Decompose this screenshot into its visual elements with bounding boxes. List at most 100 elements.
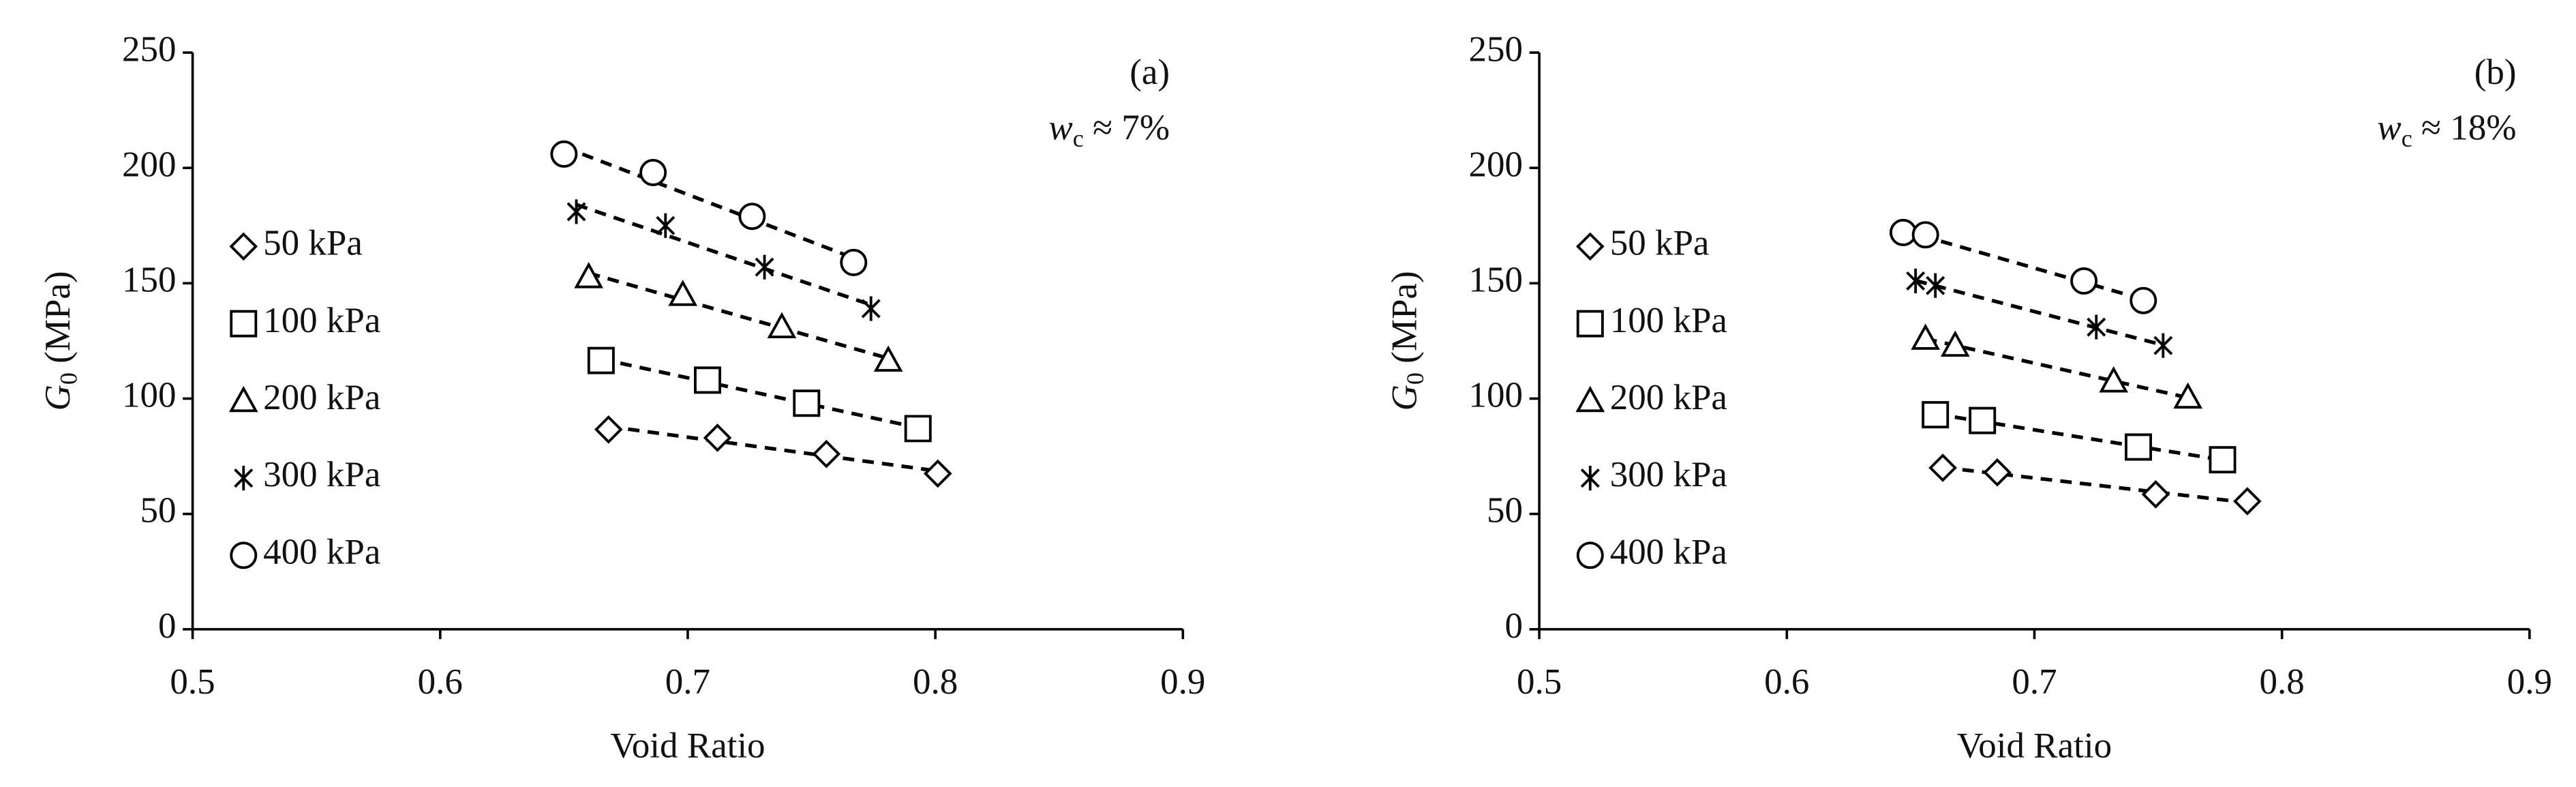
trendline — [588, 271, 889, 360]
data-point — [793, 389, 821, 417]
x-axis-label: Void Ratio — [610, 726, 765, 766]
label-text: ≈ 7% — [1084, 108, 1170, 148]
data-point — [2233, 487, 2262, 516]
data-point — [2130, 286, 2157, 314]
data-point — [2099, 366, 2129, 393]
y-tick-label: 200 — [1469, 145, 1524, 184]
data-point — [574, 262, 604, 288]
legend-marker — [230, 541, 258, 569]
data-point — [1940, 330, 1970, 357]
data-point — [1889, 218, 1917, 246]
legend-label: 50 kPa — [1610, 224, 1710, 263]
symbol: w — [1048, 108, 1072, 148]
legend-marker — [234, 466, 254, 491]
y-tick-label: 50 — [140, 491, 176, 531]
x-tick-label: 0.6 — [1764, 662, 1809, 702]
data-point — [1983, 458, 2012, 487]
y-tick-label: 100 — [122, 376, 176, 415]
trendline — [575, 203, 872, 307]
y-tick-label: 50 — [1487, 491, 1523, 531]
legend-label: 100 kPa — [1610, 301, 1727, 340]
legend-marker — [1580, 466, 1600, 491]
y-axis-label: G0 (MPa) — [38, 271, 82, 411]
data-point — [2209, 446, 2237, 474]
annotation: wc ≈ 18% — [2377, 108, 2516, 153]
trendline — [608, 424, 939, 473]
subscript: c — [1073, 125, 1084, 152]
legend-label: 100 kPa — [263, 301, 380, 340]
legend-marker — [1576, 310, 1604, 338]
legend-marker — [228, 385, 258, 413]
trendline — [601, 357, 919, 430]
legend-marker — [1575, 385, 1605, 413]
trendline — [1915, 278, 2164, 347]
data-point — [738, 203, 766, 231]
annotation: wc ≈ 7% — [1048, 108, 1170, 153]
legend-marker — [1575, 232, 1605, 261]
y-tick-label: 100 — [1469, 376, 1524, 415]
data-point — [2173, 382, 2202, 409]
data-point — [694, 366, 721, 394]
x-tick-label: 0.9 — [1160, 662, 1205, 702]
y-tick-label: 0 — [158, 606, 177, 646]
data-point — [1906, 268, 1926, 294]
trendline — [1925, 337, 2189, 400]
data-point — [2125, 433, 2152, 461]
data-point — [1922, 401, 1950, 429]
data-point — [1911, 323, 1941, 350]
data-point — [1911, 221, 1939, 249]
symbol: G — [1385, 385, 1425, 411]
data-point — [2141, 480, 2170, 509]
data-point — [639, 158, 667, 186]
data-point — [566, 199, 586, 224]
data-point — [2070, 267, 2098, 295]
legend-label: 200 kPa — [263, 378, 380, 417]
data-point — [873, 345, 903, 372]
legend-label: 50 kPa — [263, 224, 363, 263]
legend-label: 300 kPa — [1610, 455, 1727, 494]
data-point — [594, 415, 623, 444]
data-point — [755, 254, 774, 280]
data-point — [587, 346, 615, 374]
data-point — [812, 439, 841, 469]
data-point — [668, 280, 698, 306]
x-tick-label: 0.7 — [2012, 662, 2057, 702]
data-point — [2153, 333, 2173, 358]
data-point — [1969, 406, 1997, 434]
x-tick-label: 0.8 — [2260, 662, 2305, 702]
legend-label: 400 kPa — [263, 532, 380, 571]
y-tick-label: 250 — [122, 29, 176, 69]
subscript: 0 — [55, 372, 82, 385]
x-tick-label: 0.8 — [913, 662, 958, 702]
data-point — [840, 248, 868, 276]
x-tick-label: 0.5 — [170, 662, 215, 702]
data-point — [550, 140, 578, 168]
y-tick-label: 0 — [1505, 606, 1524, 646]
label-text: (MPa) — [1385, 271, 1425, 372]
trendline — [1903, 228, 2145, 301]
legend-marker — [230, 310, 258, 338]
data-point — [904, 415, 932, 443]
x-tick-label: 0.5 — [1517, 662, 1562, 702]
data-point — [1928, 454, 1957, 482]
data-point — [1926, 273, 1945, 298]
y-tick-label: 150 — [1469, 260, 1524, 299]
x-tick-label: 0.9 — [2507, 662, 2552, 702]
legend-label: 400 kPa — [1610, 532, 1727, 571]
data-point — [656, 213, 676, 238]
y-tick-label: 150 — [122, 260, 176, 299]
data-point — [861, 296, 881, 321]
data-point — [2087, 314, 2106, 340]
x-axis-label: Void Ratio — [1957, 726, 2112, 766]
subscript: 0 — [1401, 372, 1429, 385]
data-point — [767, 312, 797, 338]
legend-marker — [229, 232, 258, 261]
label-text: ≈ 18% — [2412, 108, 2517, 148]
legend-label: 300 kPa — [263, 455, 380, 494]
data-point — [703, 424, 732, 452]
y-tick-label: 250 — [1469, 29, 1524, 69]
trendline — [563, 145, 855, 260]
data-point — [923, 459, 952, 488]
